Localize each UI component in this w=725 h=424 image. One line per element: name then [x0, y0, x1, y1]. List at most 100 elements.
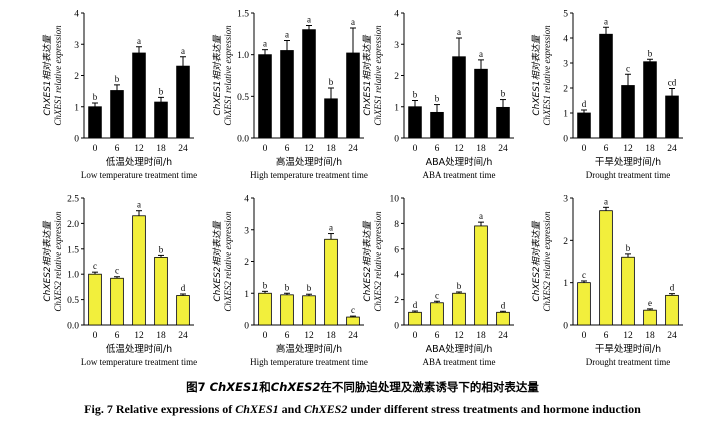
y-axis-label-en: ChXES2 relative expression [53, 211, 63, 312]
y-tick-label: 2 [244, 258, 249, 268]
x-tick-label: 6 [285, 331, 290, 341]
y-tick-label: 0 [74, 135, 79, 145]
y-tick-label: 1 [563, 110, 568, 120]
x-axis-label-zh: 干旱处理时间/h [595, 343, 661, 355]
y-tick-label: 1 [394, 103, 399, 113]
significance-letter: c [626, 63, 630, 73]
bar [88, 106, 102, 139]
y-tick-label: 6 [394, 245, 399, 255]
y-tick-label: 10 [390, 195, 400, 205]
bar [643, 309, 657, 326]
y-axis-label-en: ChXES2 relative expression [373, 211, 383, 312]
y-axis-label-en: ChXES2 relative expression [223, 211, 233, 312]
x-tick-label: 0 [582, 331, 587, 341]
x-tick-label: 12 [454, 144, 464, 154]
x-tick-label: 6 [435, 331, 440, 341]
y-axis-label-zh: ChXES1相对表达量 [531, 34, 542, 115]
x-tick-label: 12 [304, 144, 314, 154]
y-tick-label: 2 [74, 72, 79, 82]
x-axis-label-en: High temperature treatment time [250, 170, 368, 180]
significance-letter: a [329, 223, 333, 233]
significance-letter: d [670, 283, 675, 293]
caption-zh-gene2: ChXES2 [270, 380, 321, 394]
x-tick-label: 18 [645, 331, 655, 341]
significance-letter: b [435, 94, 440, 104]
x-axis-label-en: Low temperature treatment time [81, 170, 197, 180]
bar [88, 273, 102, 326]
bar [176, 295, 190, 326]
x-tick-label: 6 [604, 331, 609, 341]
significance-letter: c [93, 261, 97, 271]
caption-zh-gene1: ChXES1 [209, 380, 260, 394]
x-axis-label-en: High temperature treatment time [250, 357, 368, 367]
y-tick-label: 0.0 [67, 322, 79, 332]
y-tick-label: 3 [74, 41, 79, 51]
bar [599, 210, 613, 326]
significance-letter: d [181, 283, 186, 293]
x-tick-label: 12 [454, 331, 464, 341]
caption-zh-rest: 在不同胁迫处理及激素诱导下的相对表达量 [320, 380, 539, 394]
y-tick-label: 1 [563, 279, 568, 289]
x-axis-label-en: Drought treatment time [586, 170, 670, 180]
y-axis-label-en: ChXES1 relative expression [542, 25, 552, 126]
x-tick-label: 18 [156, 331, 166, 341]
caption-zh-prefix: 图7 [186, 380, 210, 394]
caption-en-gene2: ChXES2 [304, 402, 348, 416]
bar [154, 257, 168, 326]
y-tick-label: 1.0 [237, 51, 249, 61]
bar [324, 98, 338, 139]
bar [132, 52, 146, 139]
y-tick-label: 2.0 [67, 220, 79, 230]
y-tick-label: 1 [74, 103, 79, 113]
x-tick-label: 6 [285, 144, 290, 154]
bar [665, 95, 679, 139]
y-tick-label: 0 [394, 135, 399, 145]
bar [408, 311, 422, 326]
bar [110, 90, 124, 139]
y-tick-label: 2 [563, 237, 568, 247]
significance-letter: b [307, 283, 312, 293]
x-tick-label: 18 [326, 144, 336, 154]
bar [258, 292, 272, 326]
x-tick-label: 18 [476, 144, 486, 154]
y-axis-label-zh: ChXES2相对表达量 [42, 220, 53, 301]
y-tick-label: 2 [394, 72, 399, 82]
x-axis-label-zh: 高温处理时间/h [276, 343, 342, 355]
bar [110, 277, 124, 326]
bar [302, 29, 316, 139]
x-tick-label: 12 [623, 331, 633, 341]
x-tick-label: 12 [623, 144, 633, 154]
significance-letter: b [285, 282, 290, 292]
x-tick-label: 6 [604, 144, 609, 154]
significance-letter: b [626, 243, 631, 253]
x-tick-label: 24 [667, 331, 677, 341]
x-axis-label-zh: 低温处理时间/h [106, 156, 172, 168]
bar [665, 294, 679, 326]
x-tick-label: 6 [115, 144, 120, 154]
bar [496, 106, 510, 139]
x-tick-label: 18 [645, 144, 655, 154]
y-tick-label: 3 [563, 60, 568, 70]
bar [280, 50, 294, 139]
significance-letter: b [115, 74, 120, 84]
caption-en-prefix: Fig. 7 Relative expressions of [84, 402, 236, 416]
x-tick-label: 18 [326, 331, 336, 341]
significance-letter: d [501, 300, 506, 310]
y-axis-label-en: ChXES1 relative expression [373, 25, 383, 126]
x-axis-label-zh: 低温处理时间/h [106, 343, 172, 355]
x-axis-label-en: ABA treatment time [423, 170, 496, 180]
x-axis-label-zh: ABA处理时间/h [426, 343, 493, 355]
significance-letter: c [351, 305, 355, 315]
x-tick-label: 24 [178, 144, 188, 154]
x-tick-label: 12 [134, 144, 144, 154]
y-tick-label: 4 [394, 10, 399, 20]
bar [577, 282, 591, 326]
significance-letter: a [263, 39, 267, 49]
x-axis-label-zh: 干旱处理时间/h [595, 156, 661, 168]
y-tick-label: 1.5 [237, 10, 249, 20]
x-tick-label: 6 [115, 331, 120, 341]
